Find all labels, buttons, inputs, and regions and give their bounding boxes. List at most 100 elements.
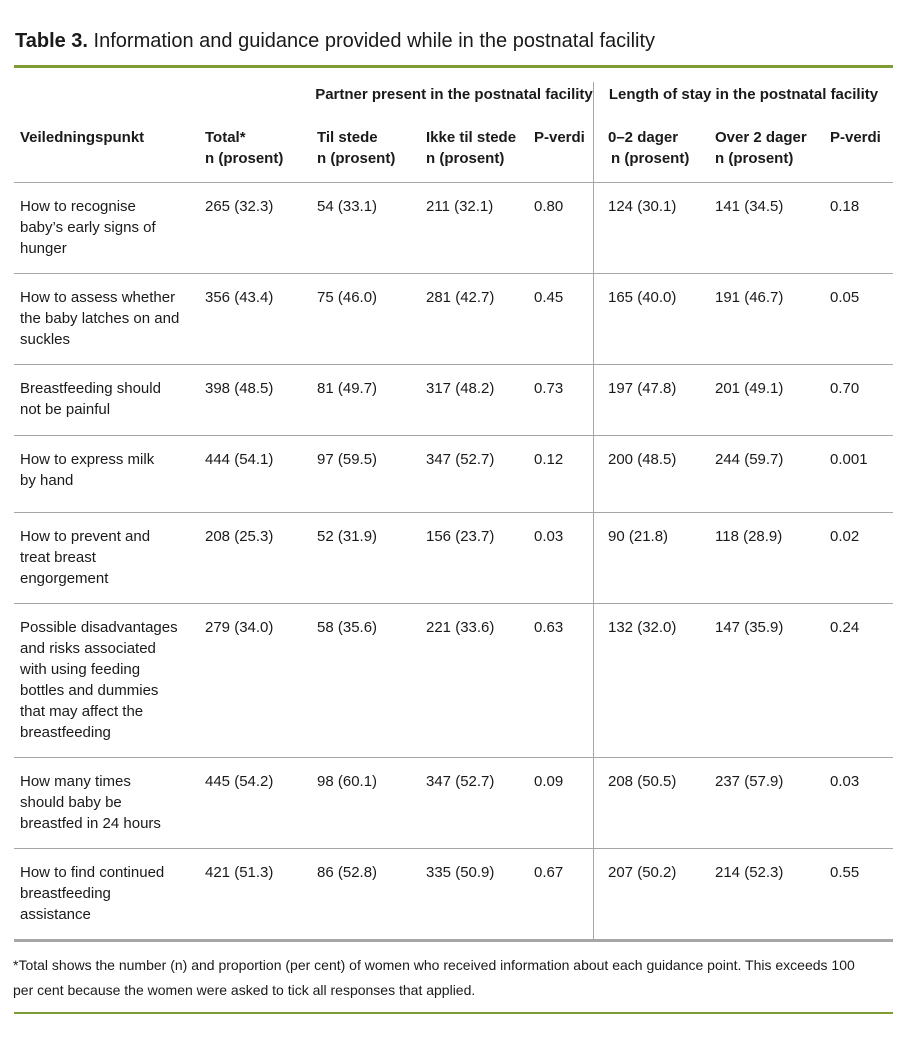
cell-guidance: Breastfeeding should not be painful — [20, 380, 161, 418]
cell-til-stede: 81 (49.7) — [317, 380, 378, 397]
cell-over-2-dager: 191 (46.7) — [715, 289, 784, 306]
col-header-over-2-dager-line1: Over 2 dager — [715, 129, 807, 146]
table-row: How to recognise baby’s early signs of h… — [14, 183, 893, 274]
col-header-total: Total* n (prosent) — [203, 113, 315, 182]
cell-ikke-til-stede: 211 (32.1) — [426, 198, 494, 215]
cell-p-verdi-partner: 0.67 — [534, 864, 564, 881]
cell-guidance: How many times should baby be breastfed … — [20, 773, 161, 832]
cell-p-verdi-stay: 0.03 — [830, 773, 860, 790]
cell-over-2-dager: 118 (28.9) — [715, 528, 783, 545]
cell-ikke-til-stede: 317 (48.2) — [426, 380, 495, 397]
col-header-total-line2: n (prosent) — [205, 150, 284, 167]
cell-guidance: Possible disadvantages and risks associa… — [20, 619, 178, 741]
col-header-p-verdi-stay: P-verdi — [830, 129, 881, 146]
cell-p-verdi-partner: 0.73 — [534, 380, 564, 397]
table-row: How many times should baby be breastfed … — [14, 758, 893, 849]
col-header-til-stede-line1: Til stede — [317, 129, 378, 146]
cell-p-verdi-stay: 0.05 — [830, 289, 860, 306]
col-header-til-stede: Til stede n (prosent) — [315, 113, 424, 182]
cell-til-stede: 54 (33.1) — [317, 198, 378, 215]
cell-ikke-til-stede: 347 (52.7) — [426, 773, 495, 790]
cell-0-2-dager: 124 (30.1) — [593, 183, 713, 273]
footnote: *Total shows the number (n) and proporti… — [13, 957, 855, 998]
col-header-til-stede-line2: n (prosent) — [317, 150, 396, 167]
cell-ikke-til-stede: 347 (52.7) — [426, 451, 495, 468]
guidance-table: Partner present in the postnatal facilit… — [14, 82, 893, 942]
col-header-over-2-dager-line2: n (prosent) — [715, 150, 794, 167]
col-header-0-2-dager-line1: 0–2 dager — [608, 129, 679, 146]
table-row: How to express milk by hand 444 (54.1) 9… — [14, 436, 893, 513]
col-header-ikke-til-stede-line1: Ikke til stede — [426, 129, 517, 146]
table-number-label: Table 3. — [15, 30, 88, 52]
cell-til-stede: 58 (35.6) — [317, 619, 378, 636]
table-row: Breastfeeding should not be painful 398 … — [14, 365, 893, 436]
cell-over-2-dager: 141 (34.5) — [715, 198, 784, 215]
cell-over-2-dager: 214 (52.3) — [715, 864, 784, 881]
col-header-0-2-dager: 0–2 dager n (prosent) — [593, 113, 713, 182]
cell-guidance: How to prevent and treat breast engorgem… — [20, 528, 151, 587]
cell-til-stede: 97 (59.5) — [317, 451, 378, 468]
col-header-p-verdi-partner: P-verdi — [534, 129, 585, 146]
cell-0-2-dager: 200 (48.5) — [593, 436, 713, 512]
cell-0-2-dager: 208 (50.5) — [593, 758, 713, 848]
cell-over-2-dager: 244 (59.7) — [715, 451, 784, 468]
col-header-over-2-dager: Over 2 dager n (prosent) — [713, 113, 826, 182]
cell-0-2-dager: 197 (47.8) — [593, 365, 713, 435]
cell-p-verdi-partner: 0.03 — [534, 528, 564, 545]
cell-til-stede: 98 (60.1) — [317, 773, 378, 790]
col-header-ikke-til-stede-line2: n (prosent) — [426, 150, 505, 167]
col-header-0-2-dager-line2: n (prosent) — [611, 150, 690, 167]
cell-guidance: How to recognise baby’s early signs of h… — [20, 198, 156, 257]
cell-guidance: How to assess whether the baby latches o… — [20, 289, 180, 348]
cell-guidance: How to find continued breastfeeding assi… — [20, 864, 165, 923]
cell-over-2-dager: 237 (57.9) — [715, 773, 784, 790]
cell-0-2-dager: 165 (40.0) — [593, 274, 713, 364]
group-header-partner: Partner present in the postnatal facilit… — [315, 86, 593, 103]
cell-total: 265 (32.3) — [205, 198, 274, 215]
cell-p-verdi-stay: 0.02 — [830, 528, 860, 545]
table-row: Possible disadvantages and risks associa… — [14, 604, 893, 758]
group-header-stay: Length of stay in the postnatal facility — [593, 82, 893, 113]
cell-total: 356 (43.4) — [205, 289, 274, 306]
cell-ikke-til-stede: 221 (33.6) — [426, 619, 495, 636]
cell-til-stede: 52 (31.9) — [317, 528, 378, 545]
cell-over-2-dager: 147 (35.9) — [715, 619, 784, 636]
cell-total: 208 (25.3) — [205, 528, 274, 545]
cell-til-stede: 86 (52.8) — [317, 864, 378, 881]
bottom-green-rule — [14, 1012, 893, 1014]
cell-0-2-dager: 90 (21.8) — [593, 513, 713, 603]
cell-over-2-dager: 201 (49.1) — [715, 380, 784, 397]
cell-ikke-til-stede: 281 (42.7) — [426, 289, 495, 306]
cell-p-verdi-stay: 0.55 — [830, 864, 860, 881]
col-header-total-line1: Total* — [205, 129, 246, 146]
cell-total: 444 (54.1) — [205, 451, 274, 468]
cell-til-stede: 75 (46.0) — [317, 289, 378, 306]
cell-0-2-dager: 132 (32.0) — [593, 604, 713, 757]
cell-total: 398 (48.5) — [205, 380, 274, 397]
col-header-veiledningspunkt: Veiledningspunkt — [20, 129, 145, 146]
table-row: How to prevent and treat breast engorgem… — [14, 513, 893, 604]
cell-total: 279 (34.0) — [205, 619, 274, 636]
table-row: How to find continued breastfeeding assi… — [14, 849, 893, 939]
top-green-rule — [14, 65, 893, 68]
cell-0-2-dager: 207 (50.2) — [593, 849, 713, 939]
cell-total: 421 (51.3) — [205, 864, 274, 881]
cell-p-verdi-stay: 0.24 — [830, 619, 860, 636]
group-header-row: Partner present in the postnatal facilit… — [14, 82, 893, 113]
cell-p-verdi-partner: 0.80 — [534, 198, 564, 215]
group-header-spacer — [14, 82, 315, 113]
cell-p-verdi-stay: 0.70 — [830, 380, 860, 397]
cell-total: 445 (54.2) — [205, 773, 274, 790]
column-header-row: Veiledningspunkt Total* n (prosent) Til … — [14, 113, 893, 183]
cell-ikke-til-stede: 335 (50.9) — [426, 864, 495, 881]
cell-p-verdi-stay: 0.18 — [830, 198, 860, 215]
cell-p-verdi-partner: 0.09 — [534, 773, 564, 790]
table-body: How to recognise baby’s early signs of h… — [14, 183, 893, 939]
cell-p-verdi-partner: 0.63 — [534, 619, 564, 636]
cell-guidance: How to express milk by hand — [20, 451, 155, 489]
cell-p-verdi-stay: 0.001 — [830, 451, 868, 468]
cell-p-verdi-partner: 0.12 — [534, 451, 564, 468]
col-header-ikke-til-stede: Ikke til stede n (prosent) — [424, 113, 528, 182]
page-title: Table 3. Information and guidance provid… — [15, 29, 908, 53]
cell-ikke-til-stede: 156 (23.7) — [426, 528, 495, 545]
